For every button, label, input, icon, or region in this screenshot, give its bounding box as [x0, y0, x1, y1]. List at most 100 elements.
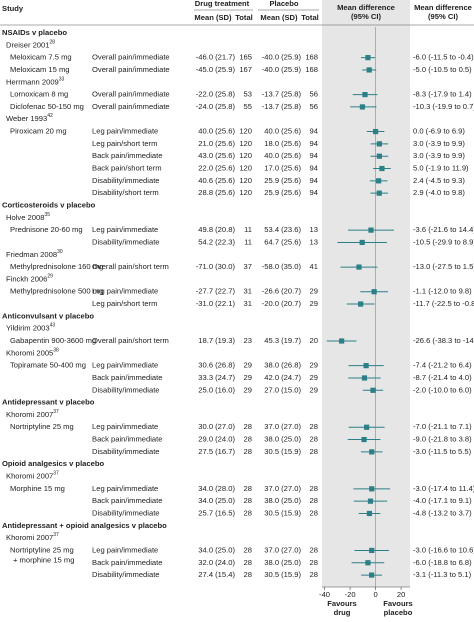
- intervention: Methylprednisolone 160 mg: [10, 262, 103, 271]
- study-label: Weber 1993: [6, 114, 47, 123]
- x-tick-label: 0: [373, 590, 377, 599]
- intervention: Methylprednisolone 500 mg: [10, 287, 103, 296]
- placebo-total: 41: [310, 262, 318, 271]
- outcome: Leg pain/short term: [92, 139, 157, 148]
- point-estimate: [371, 289, 377, 295]
- point-estimate: [359, 239, 365, 246]
- placebo-total: 94: [310, 151, 318, 160]
- intervention: Topiramate 50-400 mg: [10, 361, 86, 370]
- intervention: Gabapentin 900-3600 mg: [10, 336, 96, 345]
- study-reference: 35: [44, 212, 50, 218]
- md-ci-label: -3.0 (-11.5 to 5.5): [413, 447, 472, 456]
- drug-mean-sd: -24.0 (25.8): [196, 102, 236, 111]
- placebo-mean-sd: -13.7 (25.8): [262, 90, 302, 99]
- md-ci-label: -10.5 (-29.9 to 8.9): [413, 237, 474, 246]
- intervention: Diclofenac 50-150 mg: [10, 102, 84, 111]
- drug-total: 29: [244, 361, 252, 370]
- placebo-mean-sd: 25.9 (25.6): [264, 176, 301, 185]
- point-estimate: [339, 338, 345, 344]
- placebo-total: 13: [310, 225, 318, 234]
- md-ci-label: -3.6 (-21.6 to 14.4): [413, 225, 474, 234]
- placebo-mean-sd: -40.0 (25.9): [262, 53, 302, 62]
- drug-mean-sd: -27.7 (22.7): [196, 287, 236, 296]
- placebo-total: 28: [310, 508, 318, 517]
- intervention: Nortriptyline 25 mg: [10, 545, 74, 554]
- plot-background: [322, 0, 410, 587]
- study-reference: 30: [57, 249, 63, 255]
- placebo-total: 56: [310, 90, 318, 99]
- outcome: Leg pain/immediate: [92, 287, 158, 296]
- point-estimate: [365, 560, 371, 566]
- study-label: Finckh 2006: [6, 274, 47, 283]
- favours-label: Favours: [327, 599, 357, 608]
- drug-mean-sd: 30.6 (26.8): [198, 361, 235, 370]
- outcome: Overall pain/immediate: [92, 90, 170, 99]
- intervention: + morphine 15 mg: [13, 555, 74, 564]
- md-header: (95% CI): [428, 12, 458, 21]
- section-heading: Opioid analgesics v placebo: [2, 459, 104, 468]
- drug-mean-sd: 32.0 (24.0): [198, 558, 235, 567]
- study-label: Khoromi 2007: [6, 533, 53, 542]
- study-name: Holve 200835: [6, 212, 50, 222]
- point-estimate: [364, 424, 370, 430]
- placebo-mean-sd: 53.4 (23.6): [264, 225, 301, 234]
- drug-mean-sd: 34.0 (25.0): [198, 496, 235, 505]
- drug-total: 28: [244, 496, 252, 505]
- drug-total: 28: [244, 545, 252, 554]
- md-ci-label: 3.0 (-3.9 to 9.9): [413, 139, 465, 148]
- study-label: Holve 2008: [6, 213, 44, 222]
- outcome: Disability/immediate: [92, 176, 160, 185]
- point-estimate: [369, 547, 375, 554]
- drug-total: 28: [244, 435, 252, 444]
- study-label: Yildirim 2003: [6, 324, 50, 333]
- outcome: Back pain/immediate: [92, 435, 163, 444]
- placebo-mean-sd: -26.6 (20.7): [262, 287, 302, 296]
- study-reference: 29: [47, 274, 53, 280]
- placebo-total: 56: [310, 102, 318, 111]
- drug-mean-sd: 22.0 (25.6): [198, 164, 235, 173]
- md-ci-label: -3.1 (-11.3 to 5.1): [413, 570, 472, 579]
- drug-mean-sd: 25.0 (16.0): [198, 385, 235, 394]
- outcome: Overall pain/immediate: [92, 53, 170, 62]
- placebo-mean-sd: 30.5 (15.9): [264, 447, 301, 456]
- outcome: Disability/immediate: [92, 237, 160, 246]
- placebo-total: 94: [310, 139, 318, 148]
- placebo-total: 29: [310, 385, 318, 394]
- placebo-total: 29: [310, 373, 318, 382]
- outcome: Disability/immediate: [92, 570, 160, 579]
- drug-total: 31: [244, 287, 252, 296]
- outcome: Back pain/immediate: [92, 558, 163, 567]
- placebo-mean-sd: 27.0 (15.0): [264, 385, 301, 394]
- drug-mean-sd: 21.0 (25.6): [198, 139, 235, 148]
- placebo-mean-sd: 17.0 (25.6): [264, 164, 301, 173]
- intervention: Prednisone 20-60 mg: [10, 225, 83, 234]
- drug-mean-sd: 34.0 (28.0): [198, 484, 235, 493]
- drug-mean-sd: 27.4 (15.4): [198, 570, 235, 579]
- placebo-total: 28: [310, 435, 318, 444]
- placebo-total: 168: [305, 65, 318, 74]
- drug-total: 28: [244, 422, 252, 431]
- placebo-total: 29: [310, 361, 318, 370]
- placebo-total: 20: [310, 336, 318, 345]
- point-estimate: [370, 387, 376, 393]
- study-reference: 33: [59, 77, 65, 83]
- md-ci-label: 5.0 (-1.9 to 11.9): [413, 164, 469, 173]
- placebo-mean-sd: 64.7 (25.6): [264, 237, 301, 246]
- placebo-mean-sd: 38.0 (25.0): [264, 496, 301, 505]
- md-ci-label: -6.0 (-11.5 to -0.4): [413, 53, 474, 62]
- intervention: Meloxicam 15 mg: [10, 65, 70, 74]
- placebo-mean-sd: -13.7 (25.8): [262, 102, 302, 111]
- section-heading: Antidepressant v placebo: [2, 398, 95, 407]
- drug-total: 23: [244, 336, 252, 345]
- placebo-mean-sd: 25.9 (25.6): [264, 188, 301, 197]
- drug-mean-sd: -71.0 (30.0): [196, 262, 236, 271]
- drug-mean-sd: 49.8 (20.8): [198, 225, 235, 234]
- drug-total: 11: [244, 237, 252, 246]
- md-ci-label: 2.9 (-4.0 to 9.8): [413, 188, 465, 197]
- outcome: Leg pain/immediate: [92, 484, 158, 493]
- drug-mean-sd: 27.5 (16.7): [198, 447, 235, 456]
- point-estimate: [361, 436, 367, 443]
- drug-total: 167: [239, 65, 252, 74]
- point-estimate: [369, 486, 375, 492]
